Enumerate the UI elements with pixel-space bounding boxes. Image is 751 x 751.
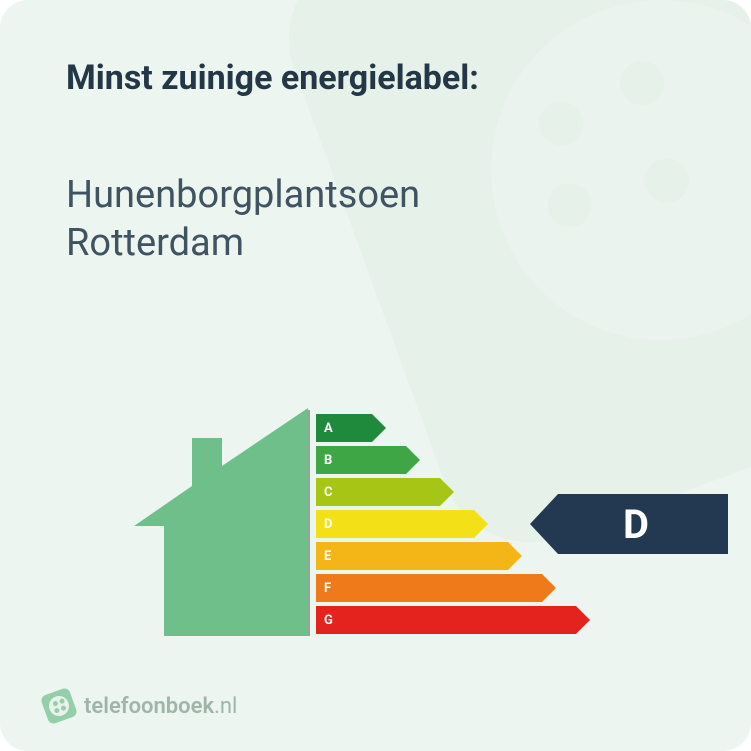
energy-bar-arrow <box>542 574 556 602</box>
energy-bar-label: D <box>316 510 474 538</box>
house-icon <box>128 408 308 638</box>
energy-bar-label: F <box>316 574 542 602</box>
energy-bar-f: F <box>316 574 590 602</box>
chart-divider <box>308 410 310 636</box>
energy-bar-a: A <box>316 414 590 442</box>
address-block: Hunenborgplantsoen Rotterdam <box>66 172 420 267</box>
energy-bar-arrow <box>406 446 420 474</box>
energy-bar-arrow <box>440 478 454 506</box>
energy-bar-label: B <box>316 446 406 474</box>
badge-body: D <box>558 494 728 554</box>
energy-chart: ABCDEFG D <box>128 408 728 648</box>
selected-label-text: D <box>623 501 649 548</box>
footer-brand: telefoonboek.nl <box>84 694 237 719</box>
energy-bar-label: G <box>316 606 576 634</box>
energy-bar-arrow <box>372 414 386 442</box>
footer-brand-bold: telefoonboek <box>84 694 214 719</box>
energy-bar-arrow <box>576 606 590 634</box>
energy-bar-label: C <box>316 478 440 506</box>
energy-bar-label: A <box>316 414 372 442</box>
badge-arrow-left <box>530 494 558 554</box>
energy-bar-arrow <box>508 542 522 570</box>
energy-bar-arrow <box>474 510 488 538</box>
selected-label-badge: D <box>530 494 728 554</box>
card-title: Minst zuinige energielabel: <box>66 58 479 98</box>
footer-brand-light: .nl <box>214 694 237 719</box>
footer: telefoonboek.nl <box>44 691 237 721</box>
energy-label-card: Minst zuinige energielabel: Hunenborgpla… <box>0 0 751 751</box>
energy-bar-b: B <box>316 446 590 474</box>
energy-bar-label: E <box>316 542 508 570</box>
address-line1: Hunenborgplantsoen <box>66 173 420 217</box>
address-line2: Rotterdam <box>66 220 420 268</box>
energy-bar-g: G <box>316 606 590 634</box>
footer-logo-icon <box>40 687 78 725</box>
